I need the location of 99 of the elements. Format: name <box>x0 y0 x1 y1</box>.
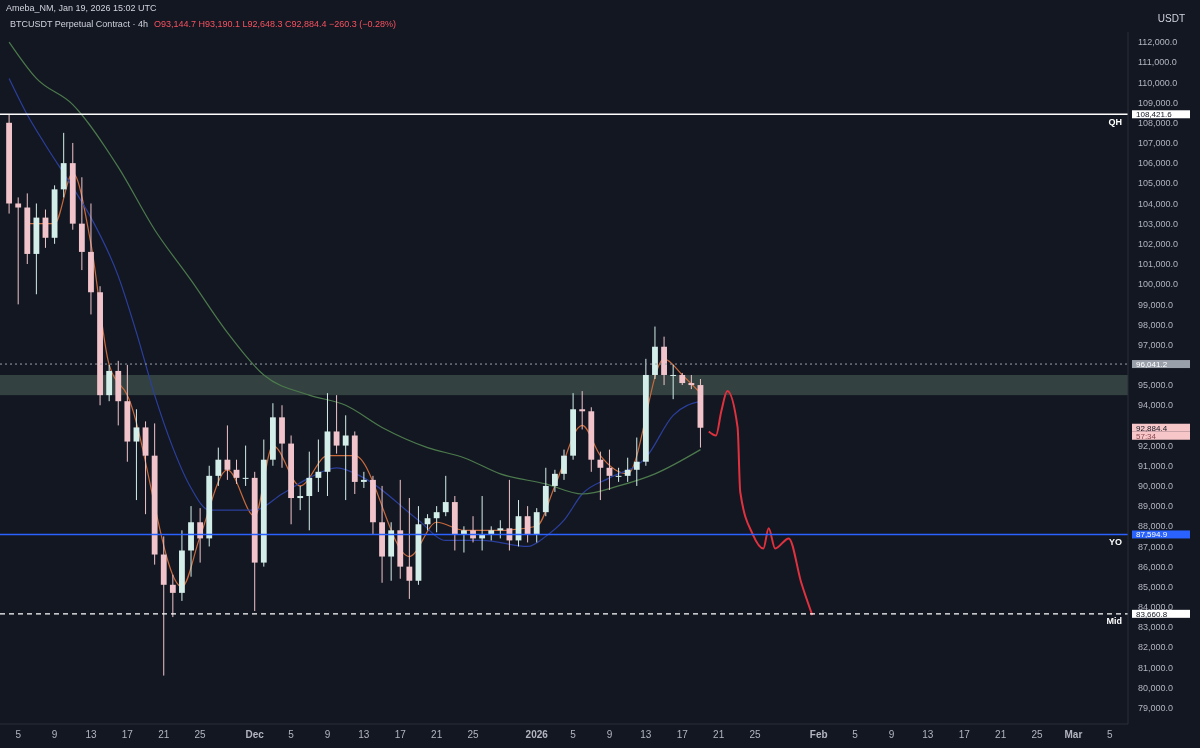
y-tick-label: 99,000.0 <box>1138 299 1174 310</box>
y-tick-label: 105,000.0 <box>1138 178 1179 189</box>
x-tick-label: 5 <box>570 729 577 740</box>
candlestick <box>670 364 677 400</box>
x-tick-label: Feb <box>809 729 828 740</box>
y-tick-label: 109,000.0 <box>1138 97 1179 108</box>
candlestick <box>624 457 631 483</box>
candlestick <box>533 507 540 543</box>
y-tick-label: 79,000.0 <box>1138 703 1174 714</box>
candlestick <box>360 471 367 489</box>
x-tick-label: 21 <box>995 729 1007 740</box>
y-tick-label: 103,000.0 <box>1138 218 1179 229</box>
x-tick-label: 17 <box>958 729 971 740</box>
candlestick <box>551 469 558 493</box>
chart-title: BTCUSDT Perpetual Contract · 4h <box>10 19 148 29</box>
text: Ameba_NM, Jan 19, 2026 15:02 UTC <box>6 3 158 13</box>
y-tick-label: 92,000.0 <box>1138 440 1174 451</box>
y-tick-label: 83,000.0 <box>1138 622 1174 633</box>
x-tick-label: 13 <box>922 729 934 740</box>
y-tick-label: 90,000.0 <box>1138 481 1174 492</box>
x-tick-label: 21 <box>713 729 725 740</box>
candlestick <box>461 525 467 554</box>
y-tick-label: 100,000.0 <box>1138 279 1179 290</box>
x-tick-label: 25 <box>194 729 207 740</box>
y-tick-label: 104,000.0 <box>1138 198 1179 209</box>
y-tick-label: 110,000.0 <box>1138 77 1178 88</box>
y-tick-label: 107,000.0 <box>1138 138 1179 149</box>
candlestick <box>242 445 249 487</box>
annotation: Mid <box>1106 616 1122 627</box>
x-tick-label: 21 <box>158 729 170 740</box>
x-tick-label: 25 <box>467 729 480 740</box>
candlestick <box>197 507 204 564</box>
x-tick-label: Mar <box>1064 729 1083 740</box>
y-axis-title: USDT <box>1157 13 1185 24</box>
x-tick-label: 13 <box>85 729 97 740</box>
x-tick-label: 5 <box>288 729 295 740</box>
y-tick-label: 112,000.0 <box>1138 37 1178 48</box>
text: 92,884.4 <box>1136 423 1168 433</box>
candlestick <box>597 451 604 501</box>
y-tick-label: 97,000.0 <box>1138 339 1174 350</box>
x-tick-label: 9 <box>888 729 895 740</box>
annotation: QH <box>1108 116 1122 127</box>
y-tick-label: 101,000.0 <box>1138 259 1179 270</box>
y-tick-label: 85,000.0 <box>1138 581 1174 592</box>
y-tick-label: 95,000.0 <box>1138 380 1174 391</box>
candlestick <box>215 447 222 487</box>
candlestick <box>406 497 413 600</box>
chart-subtitle: O93,144.7 H93,190.1 L92,648.3 C92,884.4 −260.3 (−0.28%) <box>153 19 397 29</box>
y-tick-label: 102,000.0 <box>1138 238 1179 249</box>
candlestick <box>442 475 449 517</box>
candlestick <box>306 451 313 531</box>
candlestick <box>315 439 322 493</box>
y-tick-label: 91,000.0 <box>1138 460 1174 471</box>
candlestick <box>133 408 140 501</box>
candlestick <box>297 485 304 511</box>
x-tick-label: 9 <box>51 729 58 740</box>
x-tick-label: 17 <box>676 729 689 740</box>
y-tick-label: 108,000.0 <box>1138 117 1179 128</box>
x-tick-label: 9 <box>606 729 613 740</box>
x-tick-label: 9 <box>324 729 331 740</box>
text: 57:34 <box>1136 431 1157 441</box>
x-tick-label: 25 <box>749 729 762 740</box>
candlestick <box>342 414 349 501</box>
y-tick-label: 98,000.0 <box>1138 319 1174 330</box>
x-tick-label: 5 <box>852 729 859 740</box>
y-tick-label: 86,000.0 <box>1138 561 1174 572</box>
y-tick-label: 87,000.0 <box>1138 541 1174 552</box>
candlestick <box>433 505 440 533</box>
y-tick-label: 111,000.0 <box>1138 57 1177 68</box>
candlestick <box>633 437 640 487</box>
x-tick-label: 13 <box>640 729 652 740</box>
candlestick <box>169 574 176 618</box>
x-tick-label: Dec <box>245 729 265 740</box>
ref-line-label: 108,421.6 <box>1136 110 1173 120</box>
candlestick <box>579 390 586 430</box>
y-tick-label: 82,000.0 <box>1138 642 1174 653</box>
x-tick-label: 25 <box>1031 729 1044 740</box>
y-tick-label: 89,000.0 <box>1138 501 1174 512</box>
candlestick <box>561 449 567 481</box>
line-series <box>8 41 702 495</box>
x-tick-label: 5 <box>15 729 22 740</box>
y-tick-label: 80,000.0 <box>1138 682 1174 693</box>
candlestick <box>524 505 531 543</box>
y-tick-label: 106,000.0 <box>1138 158 1179 169</box>
candlestick <box>333 394 340 455</box>
x-tick-label: 17 <box>394 729 407 740</box>
ref-line-label: 96,041.2 <box>1136 359 1168 369</box>
x-tick-label: 2026 <box>525 729 549 740</box>
y-tick-label: 88,000.0 <box>1138 521 1174 532</box>
x-tick-label: 5 <box>1107 729 1114 740</box>
x-tick-label: 21 <box>431 729 443 740</box>
y-tick-label: 94,000.0 <box>1138 400 1174 411</box>
candlestick <box>15 196 22 305</box>
y-tick-label: 81,000.0 <box>1138 662 1174 673</box>
x-tick-label: 17 <box>121 729 134 740</box>
x-tick-label: 13 <box>358 729 370 740</box>
ref-line-label: 87,594.9 <box>1136 530 1168 540</box>
annotation: YO <box>1108 536 1122 547</box>
candlestick <box>497 519 504 539</box>
